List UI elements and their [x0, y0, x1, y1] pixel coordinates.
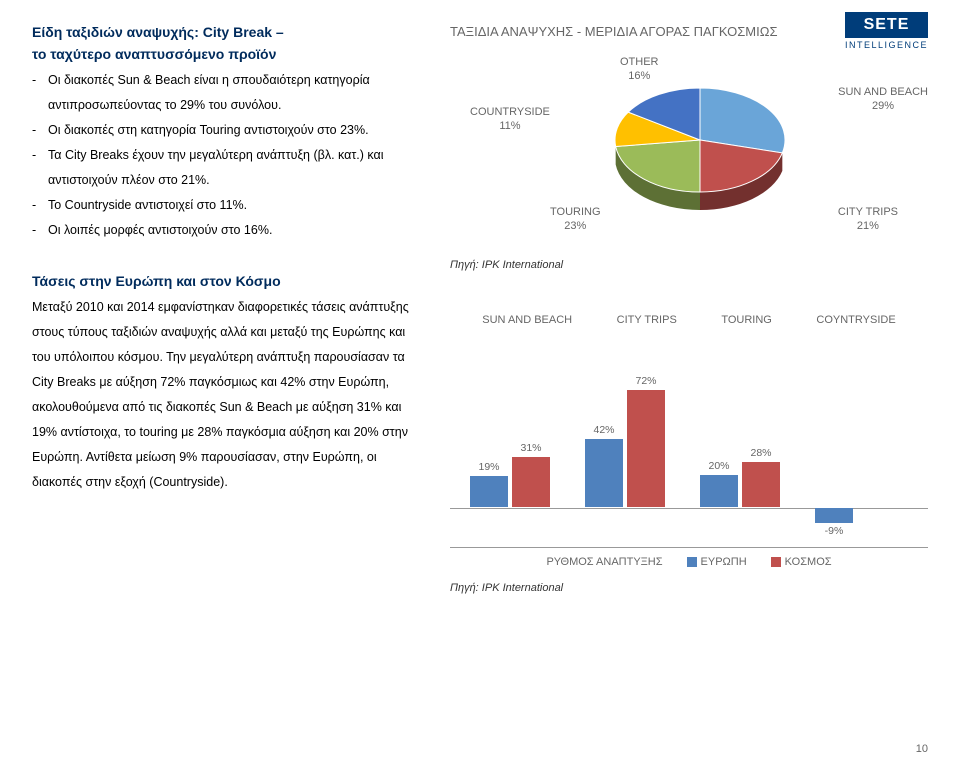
bar-series-world: ΚΟΣΜΟΣ: [771, 556, 832, 568]
bar-axis-label: ΡΥΘΜΟΣ ΑΝΑΠΤΥΞΗΣ: [546, 556, 662, 568]
bar-series-europe: ΕΥΡΩΠΗ: [687, 556, 747, 568]
bullet-item: Οι λοιπές μορφές αντιστοιχούν στο 16%.: [32, 218, 422, 243]
pie-label-other: OTHER16%: [620, 55, 659, 84]
bullet-item: Τα City Breaks έχουν την μεγαλύτερη ανάπ…: [32, 143, 422, 193]
pie-source: Πηγή: IPK International: [450, 259, 928, 271]
pie-label-sun: SUN AND BEACH29%: [838, 85, 928, 114]
pie-svg: [600, 65, 800, 235]
bar-legend-item: SUN AND BEACH: [482, 314, 572, 326]
section-heading-1a: Είδη ταξιδιών αναψυχής: City Break –: [32, 24, 422, 40]
bar-source: Πηγή: IPK International: [450, 582, 928, 594]
bar-footer: ΡΥΘΜΟΣ ΑΝΑΠΤΥΞΗΣ ΕΥΡΩΠΗ ΚΟΣΜΟΣ: [450, 556, 928, 568]
pie-chart: ΤΑΞΙΔΙΑ ΑΝΑΨΥΧΗΣ - ΜΕΡΙΔΙΑ ΑΓΟΡΑΣ ΠΑΓΚΟΣ…: [450, 24, 928, 284]
bar-legend-item: TOURING: [721, 314, 772, 326]
bar-legend-item: COYNTRYSIDE: [816, 314, 895, 326]
pie-label-touring: TOURING23%: [550, 205, 601, 234]
page-number: 10: [916, 743, 928, 755]
bar-chart: SUN AND BEACH CITY TRIPS TOURING COYNTRY…: [450, 314, 928, 594]
bullet-item: Οι διακοπές στη κατηγορία Touring αντιστ…: [32, 118, 422, 143]
bullet-list-1: Οι διακοπές Sun & Beach είναι η σπουδαιό…: [32, 68, 422, 243]
bar-category-legend: SUN AND BEACH CITY TRIPS TOURING COYNTRY…: [450, 314, 928, 326]
pie-label-city: CITY TRIPS21%: [838, 205, 898, 234]
pie-chart-title: ΤΑΞΙΔΙΑ ΑΝΑΨΥΧΗΣ - ΜΕΡΙΔΙΑ ΑΓΟΡΑΣ ΠΑΓΚΟΣ…: [450, 24, 928, 39]
bullet-item: Το Countryside αντιστοιχεί στο 11%.: [32, 193, 422, 218]
section-heading-2: Τάσεις στην Ευρώπη και στον Κόσμο: [32, 273, 422, 289]
body-paragraph: Μεταξύ 2010 και 2014 εμφανίστηκαν διαφορ…: [32, 295, 422, 495]
bar-legend-item: CITY TRIPS: [617, 314, 677, 326]
pie-label-countryside: COUNTRYSIDE11%: [470, 105, 550, 134]
bullet-item: Οι διακοπές Sun & Beach είναι η σπουδαιό…: [32, 68, 422, 118]
section-heading-1b: το ταχύτερο αναπτυσσόμενο προϊόν: [32, 46, 422, 62]
